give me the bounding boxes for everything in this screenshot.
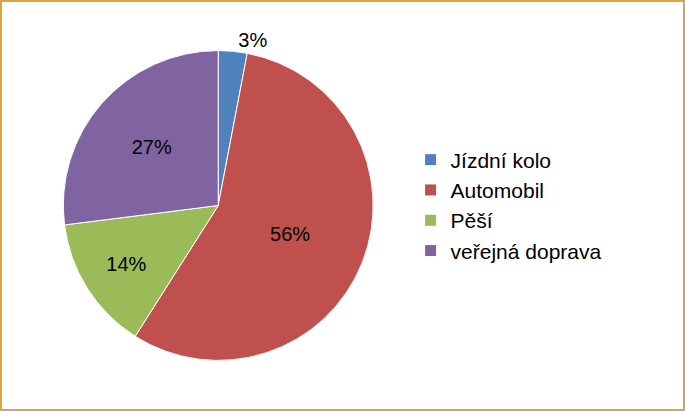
svg-text:Automobil: Automobil xyxy=(451,179,544,202)
svg-text:14%: 14% xyxy=(106,253,146,275)
svg-text:Jízdní kolo: Jízdní kolo xyxy=(451,149,551,172)
svg-text:3%: 3% xyxy=(238,29,267,51)
svg-text:veřejná doprava: veřejná doprava xyxy=(451,240,602,263)
svg-text:Pěší: Pěší xyxy=(451,209,493,232)
svg-text:27%: 27% xyxy=(132,136,172,158)
svg-text:56%: 56% xyxy=(270,223,310,245)
